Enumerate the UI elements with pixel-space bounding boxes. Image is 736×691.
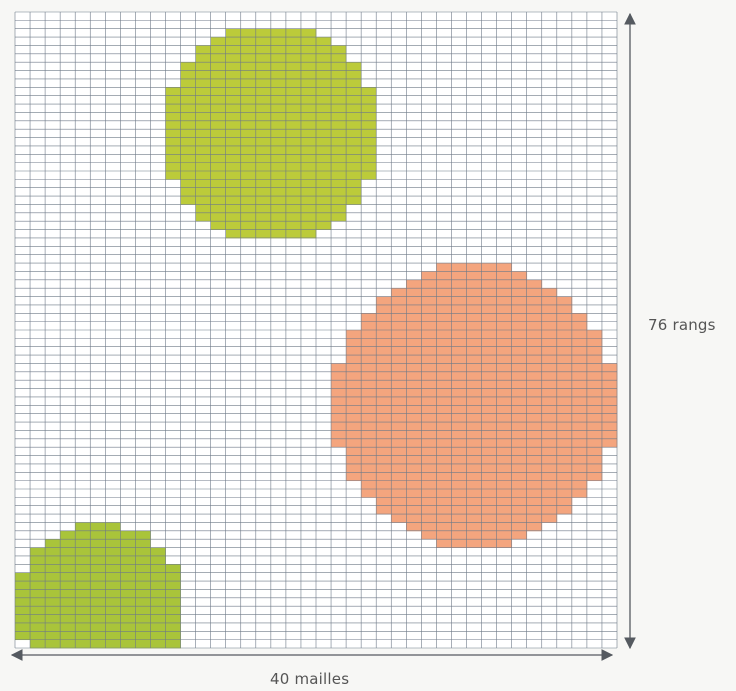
stitches-count-label: 40 mailles	[270, 670, 350, 688]
green-dot-top	[165, 28, 377, 239]
motif-layer	[15, 28, 618, 649]
grid-lines	[14, 11, 618, 649]
green-dot-bottom	[15, 522, 181, 649]
orange-dot-right	[331, 263, 618, 548]
rows-count-label: 76 rangs	[648, 316, 716, 334]
